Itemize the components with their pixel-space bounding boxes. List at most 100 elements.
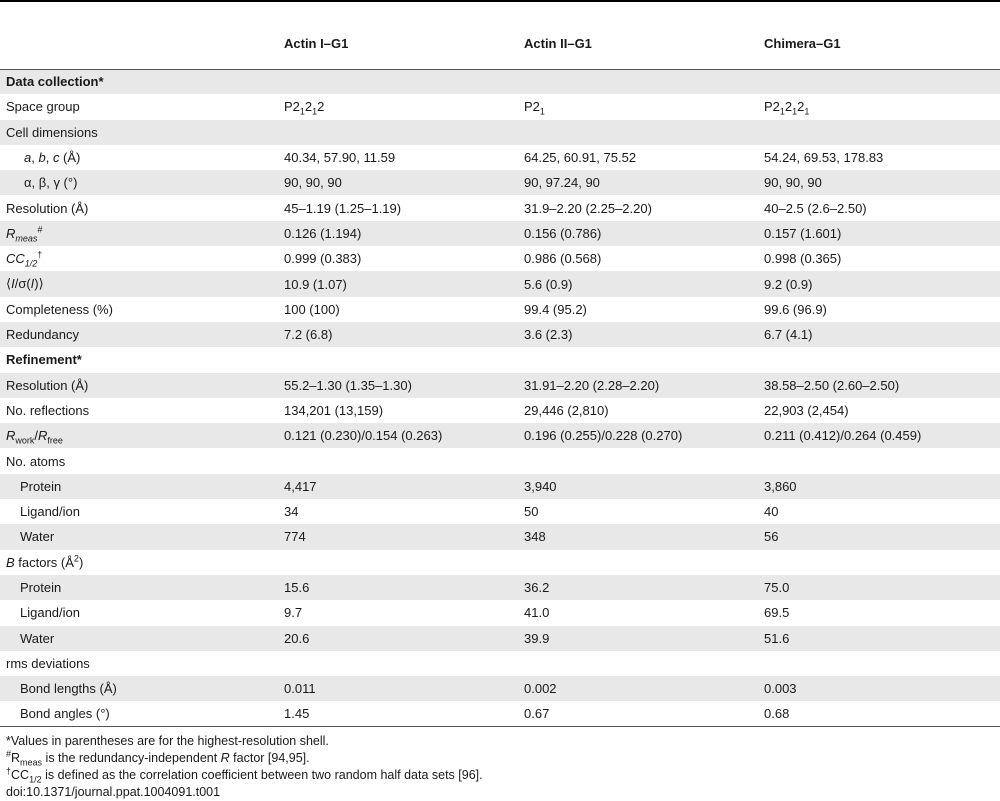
cell-value: 100 (100) — [284, 301, 340, 317]
section-row-refinement: Refinement* — [0, 347, 1000, 372]
cell-value: 9.2 (0.9) — [752, 271, 1000, 297]
row-label: Resolution (Å) — [6, 200, 89, 216]
header-actin-ii: Actin II–G1 — [512, 19, 752, 70]
row-label: α, β, γ (°) — [0, 170, 272, 196]
cell-value: 31.9–2.20 (2.25–2.20) — [524, 200, 652, 216]
cell-value: 0.67 — [512, 701, 752, 728]
table-row-rmeas: Rmeas# 0.126 (1.194) 0.156 (0.786) 0.157… — [0, 220, 1000, 247]
crystallography-table: Actin I–G1 Actin II–G1 Chimera–G1 Data c… — [0, 19, 1000, 728]
header-empty — [0, 19, 272, 70]
header-chimera: Chimera–G1 — [752, 19, 1000, 70]
row-label: B factors (Å2) — [6, 553, 84, 570]
cell-value: 3,940 — [512, 473, 752, 500]
cell-value: 3.6 (2.3) — [512, 321, 752, 348]
cell-value: 55.2–1.30 (1.35–1.30) — [272, 372, 512, 398]
row-label: Redundancy — [0, 321, 272, 348]
table-row-b-ligand: Ligand/ion 9.7 41.0 69.5 — [0, 600, 1000, 625]
row-label: Bond angles (°) — [0, 701, 272, 728]
table-row-rms: rms deviations — [0, 651, 1000, 676]
cell-value: 0.211 (0.412)/0.264 (0.459) — [752, 423, 1000, 449]
row-label: CC1/2† — [6, 249, 43, 269]
table-row-bond-lengths: Bond lengths (Å) 0.011 0.002 0.003 — [0, 676, 1000, 702]
cell-value: 0.156 (0.786) — [512, 220, 752, 247]
cell-value: 51.6 — [752, 625, 1000, 651]
table-row-abc: a, b, c (Å) 40.34, 57.90, 11.59 64.25, 6… — [0, 145, 1000, 170]
cell-value: 15.6 — [272, 574, 512, 601]
table-row-bond-angles: Bond angles (°) 1.45 0.67 0.68 — [0, 701, 1000, 728]
cell-value: 64.25, 60.91, 75.52 — [524, 150, 637, 166]
cell-value: 38.58–2.50 (2.60–2.50) — [752, 372, 1000, 398]
cell-value: 0.002 — [512, 676, 752, 702]
row-label: Water — [0, 625, 272, 651]
cell-value: 39.9 — [512, 625, 752, 651]
cell-value: 31.91–2.20 (2.28–2.20) — [512, 372, 752, 398]
cell-value: 41.0 — [524, 605, 550, 621]
row-label: a, b, c (Å) — [24, 150, 81, 166]
table-row-b-factors: B factors (Å2) — [0, 550, 1000, 575]
row-label: Space group — [6, 99, 80, 115]
cell-value: 99.4 (95.2) — [524, 301, 587, 317]
cell-value: 56 — [752, 524, 1000, 550]
row-label: Water — [0, 524, 272, 550]
cell-value: 9.7 — [284, 605, 303, 621]
cell-value: 348 — [512, 524, 752, 550]
cell-value: 75.0 — [752, 574, 1000, 601]
cell-value: 0.003 — [752, 676, 1000, 702]
cell-value: 22,903 (2,454) — [764, 403, 849, 418]
cell-value: 774 — [272, 524, 512, 550]
row-label: Protein — [0, 574, 272, 601]
row-label: rms deviations — [6, 655, 90, 671]
cell-value: 0.126 (1.194) — [272, 220, 512, 247]
row-label: Ligand/ion — [20, 504, 80, 520]
table-row-b-protein: Protein 15.6 36.2 75.0 — [0, 574, 1000, 601]
cell-value: 54.24, 69.53, 178.83 — [764, 150, 884, 166]
row-label: Completeness (%) — [6, 301, 113, 317]
cell-value: 0.999 (0.383) — [284, 251, 362, 267]
cell-value: 0.157 (1.601) — [752, 220, 1000, 247]
cell-value: 0.011 — [272, 676, 512, 702]
row-label: Ligand/ion — [20, 605, 80, 621]
doi-link[interactable]: doi:10.1371/journal.ppat.1004091.t001 — [6, 785, 221, 799]
table-row-protein: Protein 4,417 3,940 3,860 — [0, 473, 1000, 500]
cell-value: P21 — [524, 99, 545, 118]
cell-value: 10.9 (1.07) — [272, 271, 512, 297]
cell-value: 40.34, 57.90, 11.59 — [284, 150, 396, 166]
header-row: Actin I–G1 Actin II–G1 Chimera–G1 — [0, 19, 1000, 70]
cell-value: 34 — [284, 504, 299, 520]
cell-value: 36.2 — [512, 574, 752, 601]
table-row-water: Water 774 348 56 — [0, 524, 1000, 550]
table-row-rwork-rfree: Rwork/Rfree 0.121 (0.230)/0.154 (0.263) … — [0, 423, 1000, 449]
cell-value: 90, 90, 90 — [752, 170, 1000, 196]
cell-value: 99.6 (96.9) — [764, 301, 827, 317]
row-label: No. reflections — [6, 403, 90, 418]
table-row-resolution: Resolution (Å) 45–1.19 (1.25–1.19) 31.9–… — [0, 195, 1000, 220]
cell-value: P21212 — [284, 99, 325, 118]
cell-value: 6.7 (4.1) — [752, 321, 1000, 348]
cell-value: 29,446 (2,810) — [524, 403, 609, 418]
cell-value: 40 — [764, 504, 779, 520]
table-row-reflections: No. reflections 134,201 (13,159) 29,446 … — [0, 398, 1000, 423]
section-row-data-collection: Data collection* — [0, 69, 1000, 95]
cell-value: 69.5 — [764, 605, 790, 621]
cell-value: 1.45 — [272, 701, 512, 728]
cell-value: 45–1.19 (1.25–1.19) — [284, 200, 402, 216]
cell-value: 5.6 (0.9) — [512, 271, 752, 297]
cell-value: 90, 97.24, 90 — [512, 170, 752, 196]
cell-value: 134,201 (13,159) — [284, 403, 384, 418]
cell-value: 0.196 (0.255)/0.228 (0.270) — [512, 423, 752, 449]
cell-value: 3,860 — [752, 473, 1000, 500]
footnote-rmeas: #Rmeas is the redundancy-independent R f… — [6, 748, 310, 768]
top-rule — [0, 0, 1000, 2]
table-row-ligand: Ligand/ion 34 50 40 — [0, 499, 1000, 524]
cell-value: P212121 — [764, 99, 810, 118]
row-label: Rwork/Rfree — [0, 423, 272, 449]
table-row-angles: α, β, γ (°) 90, 90, 90 90, 97.24, 90 90,… — [0, 170, 1000, 196]
table-row-completeness: Completeness (%) 100 (100) 99.4 (95.2) 9… — [0, 297, 1000, 322]
cell-value: 0.998 (0.365) — [764, 251, 842, 267]
table-row-atoms: No. atoms — [0, 448, 1000, 473]
row-label: Resolution (Å) — [0, 372, 272, 398]
cell-value: 7.2 (6.8) — [272, 321, 512, 348]
cell-value: 4,417 — [272, 473, 512, 500]
cell-value: 0.121 (0.230)/0.154 (0.263) — [272, 423, 512, 449]
header-actin-i: Actin I–G1 — [272, 19, 512, 70]
